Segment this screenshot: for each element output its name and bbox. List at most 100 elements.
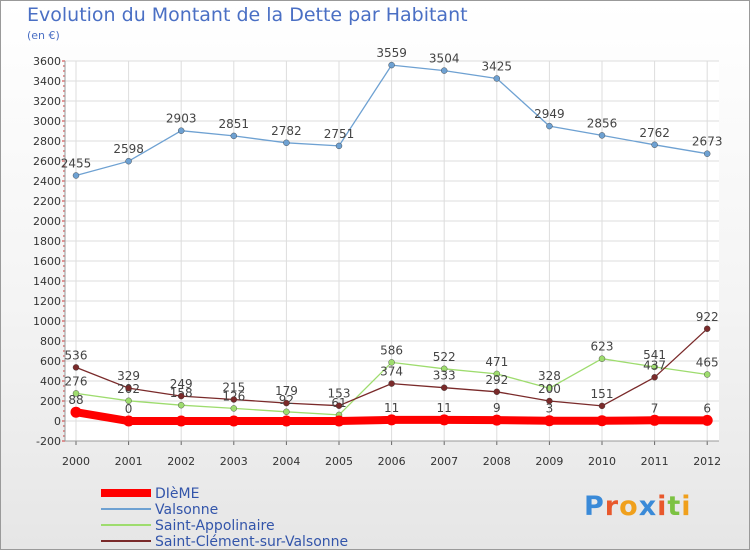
data-label: 522 bbox=[433, 350, 456, 364]
data-label: 2851 bbox=[219, 117, 250, 131]
data-point bbox=[175, 415, 187, 427]
data-label: 3504 bbox=[429, 52, 460, 66]
y-tick-label: 0 bbox=[54, 415, 61, 428]
data-point bbox=[335, 142, 343, 150]
y-tick-label: 200 bbox=[40, 395, 61, 408]
data-point bbox=[123, 415, 135, 427]
data-label: 922 bbox=[696, 310, 719, 324]
data-point bbox=[493, 388, 500, 395]
data-point bbox=[598, 132, 606, 139]
data-label: 586 bbox=[380, 343, 403, 357]
data-point bbox=[598, 355, 606, 362]
data-point bbox=[230, 405, 238, 412]
data-point bbox=[228, 415, 240, 427]
data-point bbox=[386, 414, 398, 426]
data-label: 215 bbox=[222, 381, 245, 395]
data-label: 92 bbox=[279, 393, 294, 407]
x-tick-label: 2002 bbox=[167, 455, 195, 468]
logo-letter: o bbox=[619, 491, 639, 522]
logo-letter: i bbox=[657, 491, 668, 522]
x-tick-label: 2000 bbox=[62, 455, 90, 468]
data-label: 249 bbox=[170, 377, 193, 391]
data-point bbox=[701, 414, 713, 426]
legend-label: Saint-Clément-sur-Valsonne bbox=[155, 534, 348, 549]
y-tick-label: 2200 bbox=[33, 195, 61, 208]
y-tick-label: 1200 bbox=[33, 295, 61, 308]
y-tick-label: 600 bbox=[40, 355, 61, 368]
chart-subtitle: (en €) bbox=[27, 29, 60, 42]
data-label: 2598 bbox=[113, 142, 144, 156]
data-point bbox=[493, 75, 500, 82]
data-point bbox=[441, 384, 448, 391]
y-tick-label: -200 bbox=[36, 435, 61, 448]
data-label: 151 bbox=[591, 387, 614, 401]
data-label: 2762 bbox=[639, 126, 670, 140]
data-point bbox=[335, 402, 343, 409]
data-point bbox=[388, 359, 395, 366]
data-label: 2751 bbox=[324, 127, 355, 141]
logo-letter: t bbox=[667, 491, 682, 522]
data-point bbox=[546, 122, 553, 130]
x-tick-label: 2009 bbox=[535, 455, 563, 468]
data-point bbox=[704, 150, 711, 157]
y-tick-label: 3400 bbox=[33, 75, 61, 88]
data-point bbox=[177, 392, 185, 400]
x-tick-label: 2008 bbox=[483, 455, 511, 468]
data-point bbox=[704, 325, 711, 332]
y-tick-label: 2000 bbox=[33, 215, 61, 228]
proxiti-logo: Proxiti bbox=[584, 491, 692, 522]
data-label: 333 bbox=[433, 369, 456, 383]
data-point bbox=[651, 363, 658, 371]
data-label: 374 bbox=[380, 365, 403, 379]
data-label: 536 bbox=[65, 348, 88, 362]
x-tick-label: 2005 bbox=[325, 455, 353, 468]
logo-letter: i bbox=[681, 491, 692, 522]
data-point bbox=[543, 415, 555, 427]
data-label: 7 bbox=[651, 401, 659, 415]
data-point bbox=[651, 374, 658, 381]
y-tick-label: 2400 bbox=[33, 175, 61, 188]
data-label: 276 bbox=[65, 374, 88, 388]
data-point bbox=[493, 370, 500, 378]
data-label: 2949 bbox=[534, 107, 565, 121]
data-point bbox=[649, 414, 661, 426]
data-label: 179 bbox=[275, 384, 298, 398]
logo-letter: r bbox=[604, 491, 620, 522]
data-point bbox=[72, 390, 80, 397]
data-label: 292 bbox=[485, 373, 508, 387]
data-label: 3559 bbox=[376, 46, 407, 60]
data-point bbox=[388, 380, 395, 387]
data-point bbox=[230, 396, 238, 403]
y-tick-label: 400 bbox=[40, 375, 61, 388]
x-tick-label: 2010 bbox=[588, 455, 616, 468]
data-label: 329 bbox=[117, 369, 140, 383]
data-point bbox=[333, 415, 345, 427]
legend-label: Saint-Appolinaire bbox=[155, 518, 275, 534]
chart-title: Evolution du Montant de la Dette par Hab… bbox=[27, 4, 468, 26]
x-tick-label: 2004 bbox=[272, 455, 300, 468]
data-point bbox=[125, 397, 132, 404]
data-point bbox=[230, 132, 238, 140]
data-point bbox=[546, 385, 553, 392]
data-label: 11 bbox=[384, 401, 399, 415]
data-label: 6 bbox=[703, 401, 711, 415]
data-point bbox=[704, 371, 711, 378]
x-tick-label: 2001 bbox=[115, 455, 143, 468]
data-point bbox=[72, 172, 80, 179]
y-tick-label: 800 bbox=[40, 335, 61, 348]
data-point bbox=[388, 61, 395, 69]
x-tick-label: 2006 bbox=[378, 455, 406, 468]
data-label: 437 bbox=[643, 358, 666, 372]
data-point bbox=[70, 406, 82, 418]
y-tick-label: 1400 bbox=[33, 275, 61, 288]
data-point bbox=[491, 414, 503, 426]
data-label: 2782 bbox=[271, 124, 302, 138]
y-tick-label: 1600 bbox=[33, 255, 61, 268]
data-point bbox=[441, 365, 448, 372]
legend-label: DIèME bbox=[155, 486, 199, 502]
data-point bbox=[177, 127, 185, 134]
data-label: 623 bbox=[591, 340, 614, 354]
y-tick-label: 3200 bbox=[33, 95, 61, 108]
